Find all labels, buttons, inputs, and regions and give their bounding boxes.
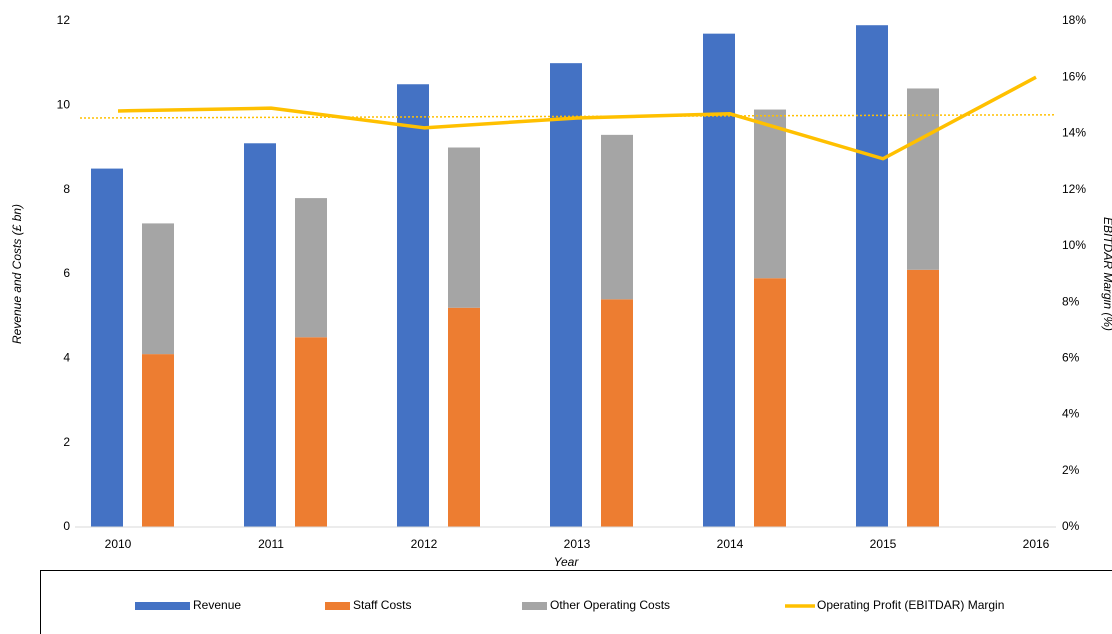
y-tick-label: 4 (63, 351, 70, 365)
stacked-bar (907, 269, 939, 527)
legend-swatch (135, 602, 190, 610)
line (117, 75, 1037, 161)
y2-tick-label: 8% (1062, 294, 1080, 308)
x-tick-label: 2011 (258, 537, 284, 551)
legend-box (40, 570, 1112, 634)
stacked-bar (448, 147, 480, 308)
x-tick-label: 2012 (411, 537, 438, 551)
trendline (79, 114, 1056, 119)
stacked-bar (601, 299, 633, 527)
y-tick-label: 0 (63, 519, 70, 533)
bar (856, 25, 888, 527)
stacked-bar (754, 278, 786, 527)
stacked-bar (295, 198, 327, 338)
y2-tick-label: 12% (1062, 182, 1086, 196)
legend-label: Operating Profit (EBITDAR) Margin (817, 598, 1004, 612)
x-tick-label: 2016 (1023, 537, 1050, 551)
x-tick-label: 2014 (717, 537, 744, 551)
legend-swatch (522, 602, 547, 610)
bar (244, 143, 276, 528)
stacked-bar (142, 223, 174, 355)
bar (397, 84, 429, 527)
bar (91, 168, 123, 528)
stacked-bar (907, 88, 939, 270)
y2-tick-label: 0% (1062, 519, 1080, 533)
stacked-bar (295, 337, 327, 527)
y2-tick-label: 16% (1062, 69, 1086, 83)
x-tick-label: 2010 (105, 537, 132, 551)
y2-tick-label: 14% (1062, 126, 1086, 140)
x-tick-label: 2013 (564, 537, 591, 551)
y-tick-label: 10 (57, 98, 71, 112)
stacked-bar (448, 307, 480, 527)
y-tick-label: 12 (57, 13, 71, 27)
legend-label: Revenue (193, 598, 241, 612)
legend-swatch (325, 602, 350, 610)
stacked-bar (601, 134, 633, 300)
legend-label: Other Operating Costs (550, 598, 670, 612)
y-tick-label: 6 (63, 266, 70, 280)
y2-axis-title: EBITDAR Margin (%) (1101, 217, 1112, 331)
y-axis-title: Revenue and Costs (£ bn) (10, 204, 24, 344)
x-tick-label: 2015 (870, 537, 897, 551)
y2-tick-label: 2% (1062, 463, 1080, 477)
bar (550, 63, 582, 528)
legend-label: Staff Costs (353, 598, 411, 612)
y-tick-label: 8 (63, 182, 70, 196)
y2-tick-label: 6% (1062, 351, 1080, 365)
y-tick-label: 2 (63, 435, 70, 449)
y2-tick-label: 4% (1062, 407, 1080, 421)
y2-tick-label: 18% (1062, 13, 1086, 27)
bar (703, 33, 735, 528)
stacked-bar (142, 354, 174, 527)
x-axis-title: Year (554, 555, 580, 569)
y2-tick-label: 10% (1062, 238, 1086, 252)
stacked-bar (754, 109, 786, 279)
